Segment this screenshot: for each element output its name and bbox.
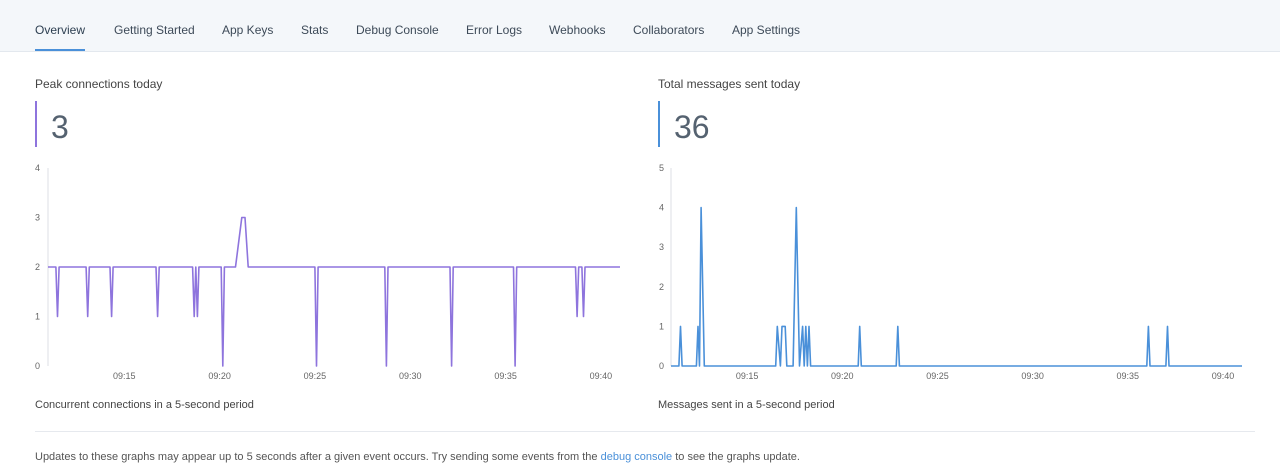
y-tick-label: 0 — [659, 361, 664, 371]
y-tick-label: 2 — [35, 262, 40, 272]
tab-debug-console[interactable]: Debug Console — [356, 23, 439, 37]
x-tick-label: 09:20 — [208, 371, 231, 381]
y-tick-label: 2 — [659, 282, 664, 292]
connections-chart-caption: Concurrent connections in a 5-second per… — [35, 399, 254, 411]
y-tick-label: 4 — [659, 203, 664, 213]
debug-console-link[interactable]: debug console — [600, 451, 673, 463]
divider — [35, 431, 1255, 432]
messages-chart-caption: Messages sent in a 5-second period — [658, 399, 835, 411]
connections-panel-title: Peak connections today — [35, 77, 163, 91]
tab-webhooks[interactable]: Webhooks — [549, 23, 606, 37]
series-line — [48, 216, 620, 367]
x-tick-label: 09:30 — [1021, 371, 1044, 381]
x-tick-label: 09:20 — [831, 371, 854, 381]
y-tick-label: 3 — [35, 213, 40, 223]
series-line — [671, 206, 1242, 367]
x-tick-label: 09:35 — [494, 371, 517, 381]
tab-collaborators[interactable]: Collaborators — [633, 23, 705, 37]
tab-bar: Overview Getting Started App Keys Stats … — [0, 0, 1280, 52]
x-tick-label: 09:40 — [590, 371, 613, 381]
tab-error-logs[interactable]: Error Logs — [466, 23, 523, 37]
footnote-text: Updates to these graphs may appear up to… — [35, 451, 601, 463]
x-tick-label: 09:25 — [304, 371, 327, 381]
x-tick-label: 09:35 — [1117, 371, 1140, 381]
tab-getting-started[interactable]: Getting Started — [114, 23, 195, 37]
tab-app-settings[interactable]: App Settings — [732, 23, 801, 37]
y-tick-label: 1 — [659, 321, 664, 331]
x-tick-label: 09:25 — [926, 371, 949, 381]
y-tick-label: 3 — [659, 242, 664, 252]
y-tick-label: 1 — [35, 312, 40, 322]
x-tick-label: 09:15 — [113, 371, 136, 381]
y-tick-label: 4 — [35, 163, 40, 173]
peak-connections-value: 3 — [35, 101, 69, 147]
y-tick-label: 0 — [35, 361, 40, 371]
x-tick-label: 09:15 — [736, 371, 759, 381]
x-tick-label: 09:40 — [1212, 371, 1235, 381]
y-tick-label: 5 — [659, 163, 664, 173]
connections-chart: 0 1 2 3 4 09:15 09:20 09:25 09:30 09:35 09:40 — [35, 163, 620, 381]
messages-panel-title: Total messages sent today — [658, 77, 801, 91]
total-messages-value: 36 — [658, 101, 710, 147]
tab-overview[interactable]: Overview — [35, 0, 86, 51]
footnote-text-end: to see the graphs update. — [672, 451, 800, 463]
tab-stats[interactable]: Stats — [301, 23, 329, 37]
x-tick-label: 09:30 — [399, 371, 422, 381]
tab-app-keys[interactable]: App Keys — [222, 23, 274, 37]
footnote: Updates to these graphs may appear up to… — [35, 451, 800, 463]
messages-chart: 0 1 2 3 4 5 09:15 09:20 09:25 09:30 09:35 09:40 — [659, 163, 1242, 381]
